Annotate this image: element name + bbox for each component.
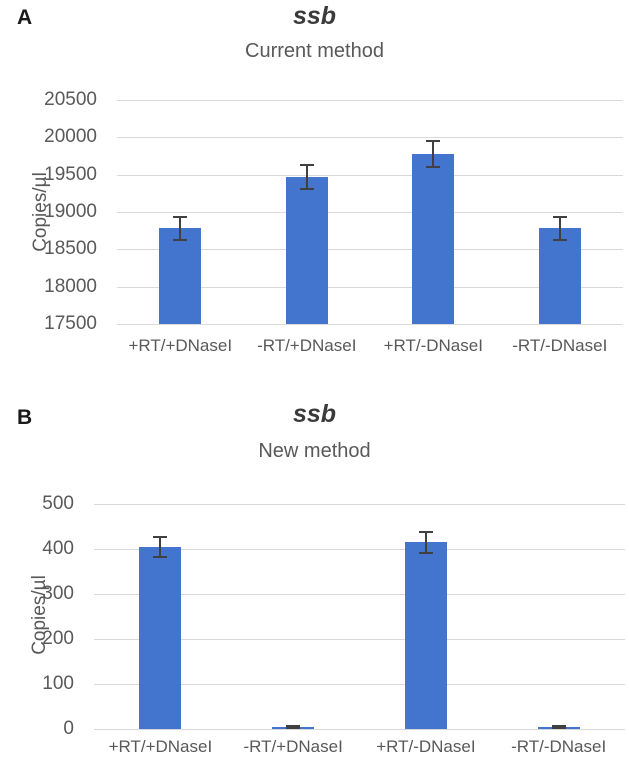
x-category-label: +RT/-DNaseI [383, 336, 483, 355]
bar--RT/+DNaseI [285, 176, 328, 324]
gridline [94, 504, 625, 505]
x-category-label: -RT/+DNaseI [257, 336, 357, 355]
y-tick-label: 400 [42, 538, 74, 559]
panel-letter-a: A [17, 6, 33, 29]
error-bar [418, 531, 433, 554]
y-tick-label: 20500 [44, 89, 97, 110]
gridline [94, 549, 625, 550]
panel-b: B ssb New method Copies/µl 0 100 200 300 400… [0, 390, 629, 772]
error-bar [551, 724, 566, 729]
y-tick-label: 200 [42, 628, 74, 649]
panel-a: A ssb Current method Copies/µl 17500 1800… [0, 2, 623, 356]
x-category-label: +RT/-DNaseI [376, 737, 476, 756]
error-bar [153, 535, 168, 558]
chart-subtitle: New method [258, 440, 371, 462]
error-bar [173, 215, 188, 242]
gridline [117, 137, 623, 139]
chart-title: ssb [292, 400, 337, 428]
bar-+RT/-DNaseI [404, 542, 447, 729]
gridline [117, 286, 623, 288]
y-axis-ticks: 0 100 200 300 400 500 [0, 494, 74, 739]
error-bar [286, 724, 301, 729]
x-category-label: +RT/+DNaseI [128, 336, 233, 355]
gridline [94, 639, 625, 640]
panel-letter-b: B [17, 406, 33, 429]
y-tick-label: 18500 [44, 238, 97, 260]
bar-+RT/+DNaseI [139, 546, 182, 729]
y-tick-label: 20000 [44, 126, 97, 148]
bar--RT/-DNaseI [538, 228, 581, 324]
x-axis-labels: +RT/+DNaseI -RT/+DNaseI +RT/-DNaseI -RT/-DN… [117, 336, 623, 356]
x-category-label: -RT/-DNaseI [511, 737, 607, 756]
y-tick-label: 19500 [44, 163, 97, 185]
gridline [117, 100, 623, 101]
plot-area [94, 504, 625, 730]
bar-+RT/-DNaseI [412, 153, 455, 324]
error-bar [552, 215, 567, 242]
y-axis-ticks: 17500 18000 18500 19000 19500 20000 20500 [0, 90, 97, 334]
gridline [117, 174, 623, 176]
error-bar [426, 139, 441, 168]
x-category-label: -RT/+DNaseI [243, 737, 343, 756]
x-category-label: -RT/-DNaseI [512, 336, 608, 355]
y-tick-label: 100 [42, 673, 74, 694]
y-tick-label: 17500 [44, 313, 97, 334]
chart-subtitle: Current method [245, 40, 384, 62]
gridline [117, 249, 623, 251]
gridline [94, 594, 625, 595]
y-tick-label: 300 [42, 583, 74, 604]
y-tick-label: 500 [42, 493, 74, 514]
y-tick-label: 19000 [44, 201, 97, 222]
gridline [94, 729, 625, 730]
gridline [94, 684, 625, 685]
bar-+RT/+DNaseI [159, 228, 202, 324]
plot-area [117, 100, 623, 325]
y-tick-label: 18000 [44, 275, 97, 297]
x-category-label: +RT/+DNaseI [108, 737, 213, 756]
y-tick-label: 0 [63, 718, 74, 739]
error-bar [299, 163, 314, 190]
gridline [117, 324, 623, 325]
gridline [117, 212, 623, 213]
x-axis-labels: +RT/+DNaseI -RT/+DNaseI +RT/-DNaseI -RT/-DN… [94, 737, 625, 757]
chart-title: ssb [292, 2, 337, 30]
